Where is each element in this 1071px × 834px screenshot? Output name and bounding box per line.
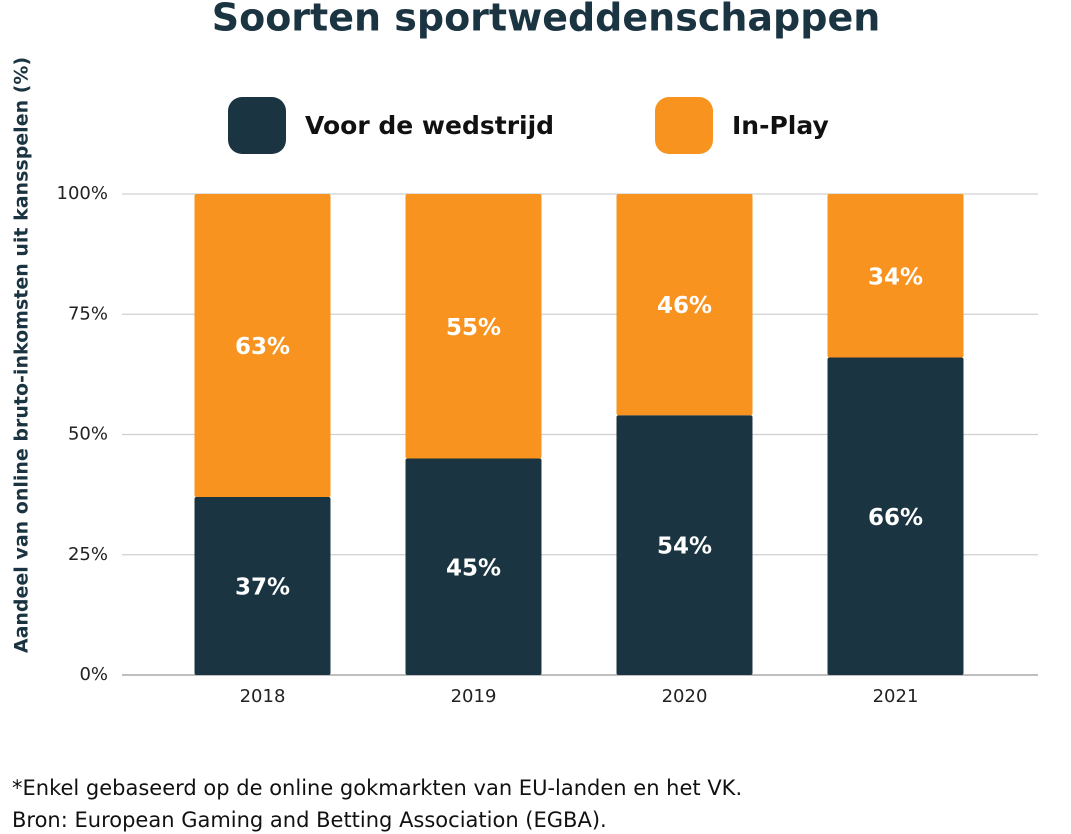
- data-label: 46%: [657, 293, 712, 319]
- y-axis-title: Aandeel van online bruto-inkomsten uit k…: [11, 57, 33, 653]
- legend-swatch: [228, 97, 286, 154]
- data-label: 37%: [235, 575, 290, 601]
- bar-segment: [194, 497, 331, 675]
- x-tick-label: 2018: [240, 686, 286, 707]
- y-tick-label: 50%: [68, 424, 108, 445]
- bar-segment: [616, 415, 753, 675]
- x-tick-label: 2019: [451, 686, 497, 707]
- legend-swatch: [655, 97, 713, 154]
- y-tick-label: 25%: [68, 544, 108, 565]
- bar-segment: [827, 357, 964, 675]
- footnote: Bron: European Gaming and Betting Associ…: [12, 808, 607, 832]
- y-tick-label: 75%: [68, 303, 108, 324]
- bar-segment: [405, 194, 542, 459]
- y-tick-label: 0%: [79, 664, 108, 685]
- legend-label: Voor de wedstrijd: [305, 111, 554, 140]
- data-label: 54%: [657, 534, 712, 560]
- data-label: 63%: [235, 334, 290, 360]
- bar-segment: [827, 194, 964, 358]
- x-tick-label: 2021: [873, 686, 919, 707]
- data-label: 45%: [446, 555, 501, 581]
- bar-segment: [194, 194, 331, 498]
- data-label: 66%: [868, 505, 923, 531]
- y-tick-label: 100%: [57, 183, 108, 204]
- data-label: 55%: [446, 315, 501, 341]
- chart-title: Soorten sportweddenschappen: [212, 0, 881, 40]
- bar-segment: [405, 458, 542, 675]
- bar-segment: [616, 194, 753, 416]
- x-tick-label: 2020: [662, 686, 708, 707]
- legend-label: In-Play: [732, 111, 829, 140]
- footnote: *Enkel gebaseerd op de online gokmarkten…: [12, 776, 742, 800]
- data-label: 34%: [868, 264, 923, 290]
